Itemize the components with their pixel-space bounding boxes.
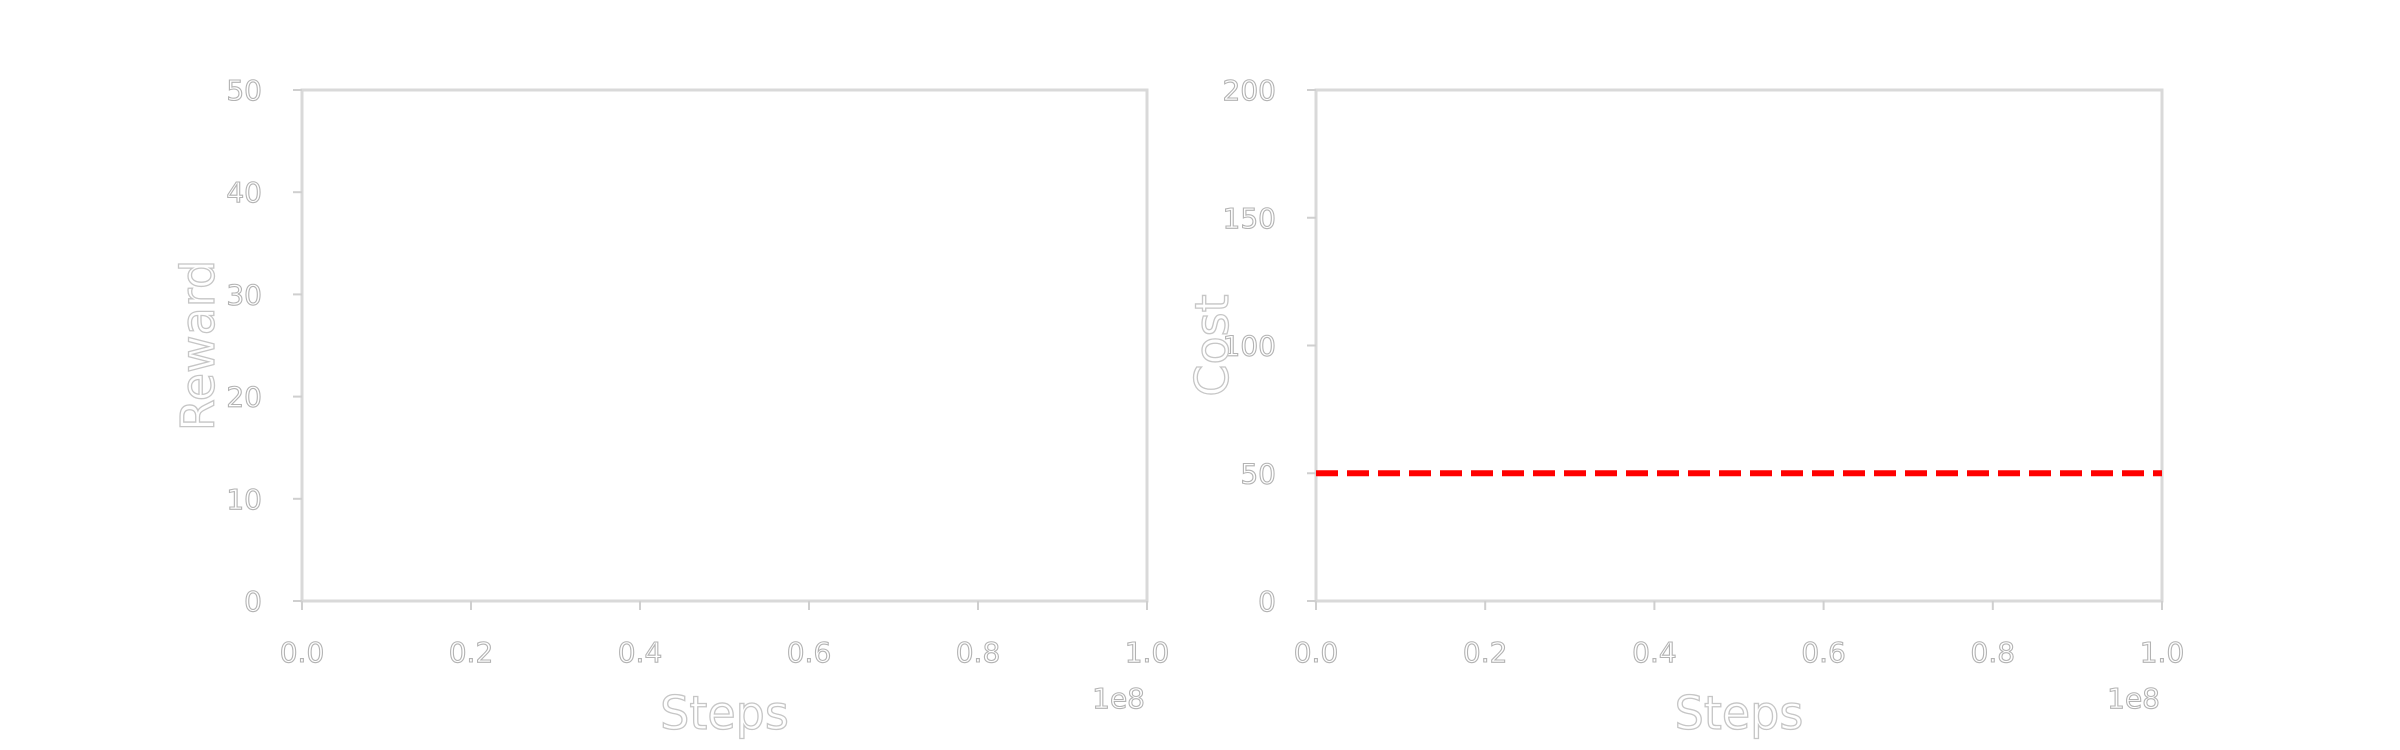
reward-y-tick-label: 20	[226, 381, 262, 414]
reward-x-tick-label: 0.4	[618, 636, 663, 669]
cost-x-axis-label: Steps	[1675, 686, 1804, 740]
cost-y-tick-label: 50	[1240, 457, 1276, 490]
reward-y-axis-label: Reward	[171, 260, 225, 431]
reward-y-tick-label: 50	[226, 74, 262, 107]
reward-x-tick-label: 0.2	[449, 636, 494, 669]
reward-y-tick-label: 40	[226, 176, 262, 209]
reward-x-offset-label: 1e8	[1092, 682, 1145, 715]
cost-chart: 0.0 0.2 0.4 0.6 0.8 1.0 0 50 100 150 200 Steps Cost 1…	[1184, 73, 2185, 740]
reward-y-tick-label: 10	[226, 483, 262, 516]
cost-y-tick-label: 200	[1223, 74, 1276, 107]
cost-x-tick-label: 1.0	[2140, 636, 2185, 669]
reward-x-tick-label: 0.8	[956, 636, 1001, 669]
cost-x-tick-label: 0.4	[1632, 636, 1677, 669]
cost-x-tick-label: 0.2	[1463, 636, 1508, 669]
cost-x-tick-label: 0.0	[1294, 636, 1339, 669]
cost-x-offset-label: 1e8	[2107, 682, 2160, 715]
reward-plot-area	[300, 88, 1149, 603]
cost-x-tick-label: 0.8	[1971, 636, 2016, 669]
reward-x-tick-label: 1.0	[1125, 636, 1170, 669]
cost-x-tick-label: 0.6	[1801, 636, 1846, 669]
cost-y-axis-label: Cost	[1185, 294, 1239, 396]
cost-y-tick-label: 0	[1258, 585, 1276, 618]
reward-y-tick-label: 30	[226, 278, 262, 311]
cost-y-tick-label: 100	[1223, 330, 1276, 363]
cost-plot-area	[1314, 88, 2164, 603]
reward-y-tick-label: 0	[244, 585, 262, 618]
reward-chart: 0.0 0.2 0.4 0.6 0.8 1.0 0 10 20 30 40 50 Steps Reward…	[170, 73, 1170, 740]
reward-x-tick-label: 0.0	[280, 636, 325, 669]
cost-y-tick-label: 150	[1223, 202, 1276, 235]
reward-x-axis-label: Steps	[660, 686, 789, 740]
reward-x-tick-label: 0.6	[787, 636, 832, 669]
